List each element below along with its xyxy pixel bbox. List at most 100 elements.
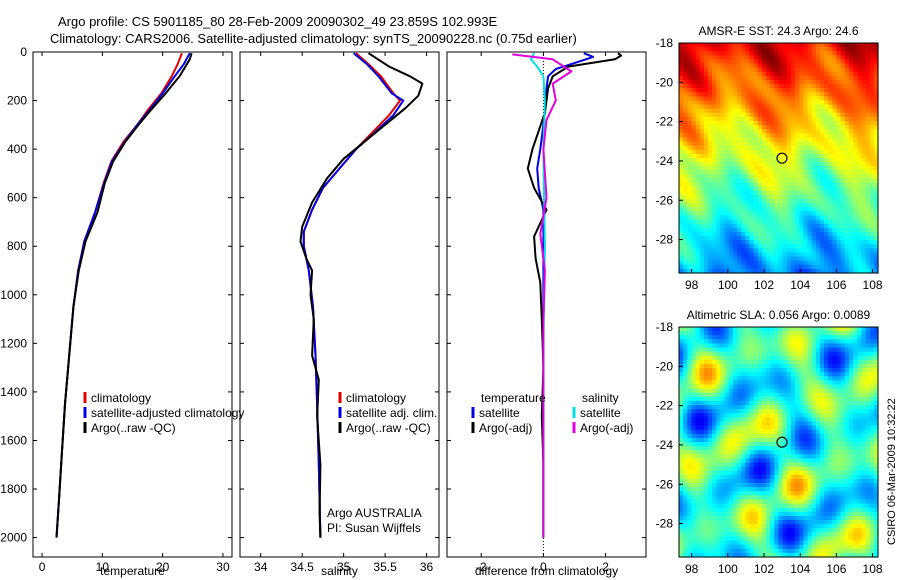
map-cell [683,203,688,208]
map-cell [853,100,858,106]
x-tick-label: 10 [96,560,110,574]
map-cell [741,244,746,249]
map-cell [774,112,780,118]
map-cell [757,236,763,241]
map-cell [753,125,759,130]
map-cell [828,433,833,439]
map-cell [732,409,738,414]
map-cell [811,376,817,381]
map-cell [732,268,738,274]
map-cell [699,219,705,225]
map-cell [869,433,875,439]
map-cell [857,75,863,81]
map-cell [836,194,842,200]
map-cell [857,388,863,394]
map-cell [840,51,846,56]
map-cell [857,104,863,110]
map-cell [766,236,771,241]
map-cell [786,487,792,492]
map-cell [753,108,759,114]
map-cell [795,145,800,151]
map-cell [761,495,767,501]
map-cell [691,478,697,484]
map-cell [786,137,792,143]
map-cell [836,429,842,435]
map-cell [708,174,713,180]
map-cell [848,215,854,221]
map-cell [815,166,821,171]
map-cell [761,104,767,110]
map-cell [753,433,759,439]
map-cell [811,248,817,254]
map-cell [857,499,863,505]
map-cell [753,425,759,431]
map-cell [691,47,697,52]
map-cell [749,442,755,447]
map-cell [749,92,755,97]
map-cell [807,47,813,52]
map-cell [749,100,755,106]
map-cell [757,121,763,126]
map-cell [708,96,713,102]
map-cell [753,182,759,188]
map-cell [757,223,763,229]
map-cell [712,133,717,139]
map-cell [683,153,688,159]
map-cell [745,248,751,254]
map-cell [844,162,850,167]
map-cell [741,79,746,85]
map-cell [761,380,767,386]
map-cell [716,425,722,431]
map-cell [782,231,788,237]
map-cell [865,186,871,192]
map-cell [799,207,804,212]
map-cell [687,483,693,488]
map-cell [749,417,755,423]
map-cell [691,240,697,245]
map-cell [766,100,771,106]
map-cell [840,96,846,102]
map-cell [790,231,796,237]
map-cell [815,499,821,505]
map-cell [683,392,688,398]
map-cell [840,153,846,159]
map-cell [778,343,784,349]
map-cell [857,351,863,357]
map-cell [836,219,842,225]
map-cell [708,125,713,130]
map-cell [753,104,759,110]
map-cell [869,388,875,394]
map-cell [786,454,792,460]
map-cell [695,125,701,130]
map-cell [832,211,838,217]
map-cell [861,368,867,373]
map-cell [865,462,871,468]
map-cell [745,92,751,97]
map-cell [720,483,726,488]
map-cell [708,121,713,126]
map-cell [844,495,850,501]
map-cell [712,116,717,122]
map-cell [848,63,854,69]
map-cell [828,450,833,455]
map-cell [795,446,800,451]
map-cell [732,194,738,200]
map-cell [782,186,788,192]
y-tick-label: 1800 [0,482,27,496]
map-cell [728,499,734,505]
map-cell [873,125,879,130]
map-cell [832,145,838,151]
map-cell [753,421,759,427]
map-cell [865,433,871,439]
map-cell [803,186,809,192]
map-cell [774,207,780,212]
map-cell [861,211,867,217]
map-cell [766,112,771,118]
map-cell [786,199,792,204]
map-cell [732,112,738,118]
map-cell [815,190,821,196]
map-cell [741,129,746,134]
map-cell [737,474,742,480]
map-cell [761,182,767,188]
map-cell [786,240,792,245]
